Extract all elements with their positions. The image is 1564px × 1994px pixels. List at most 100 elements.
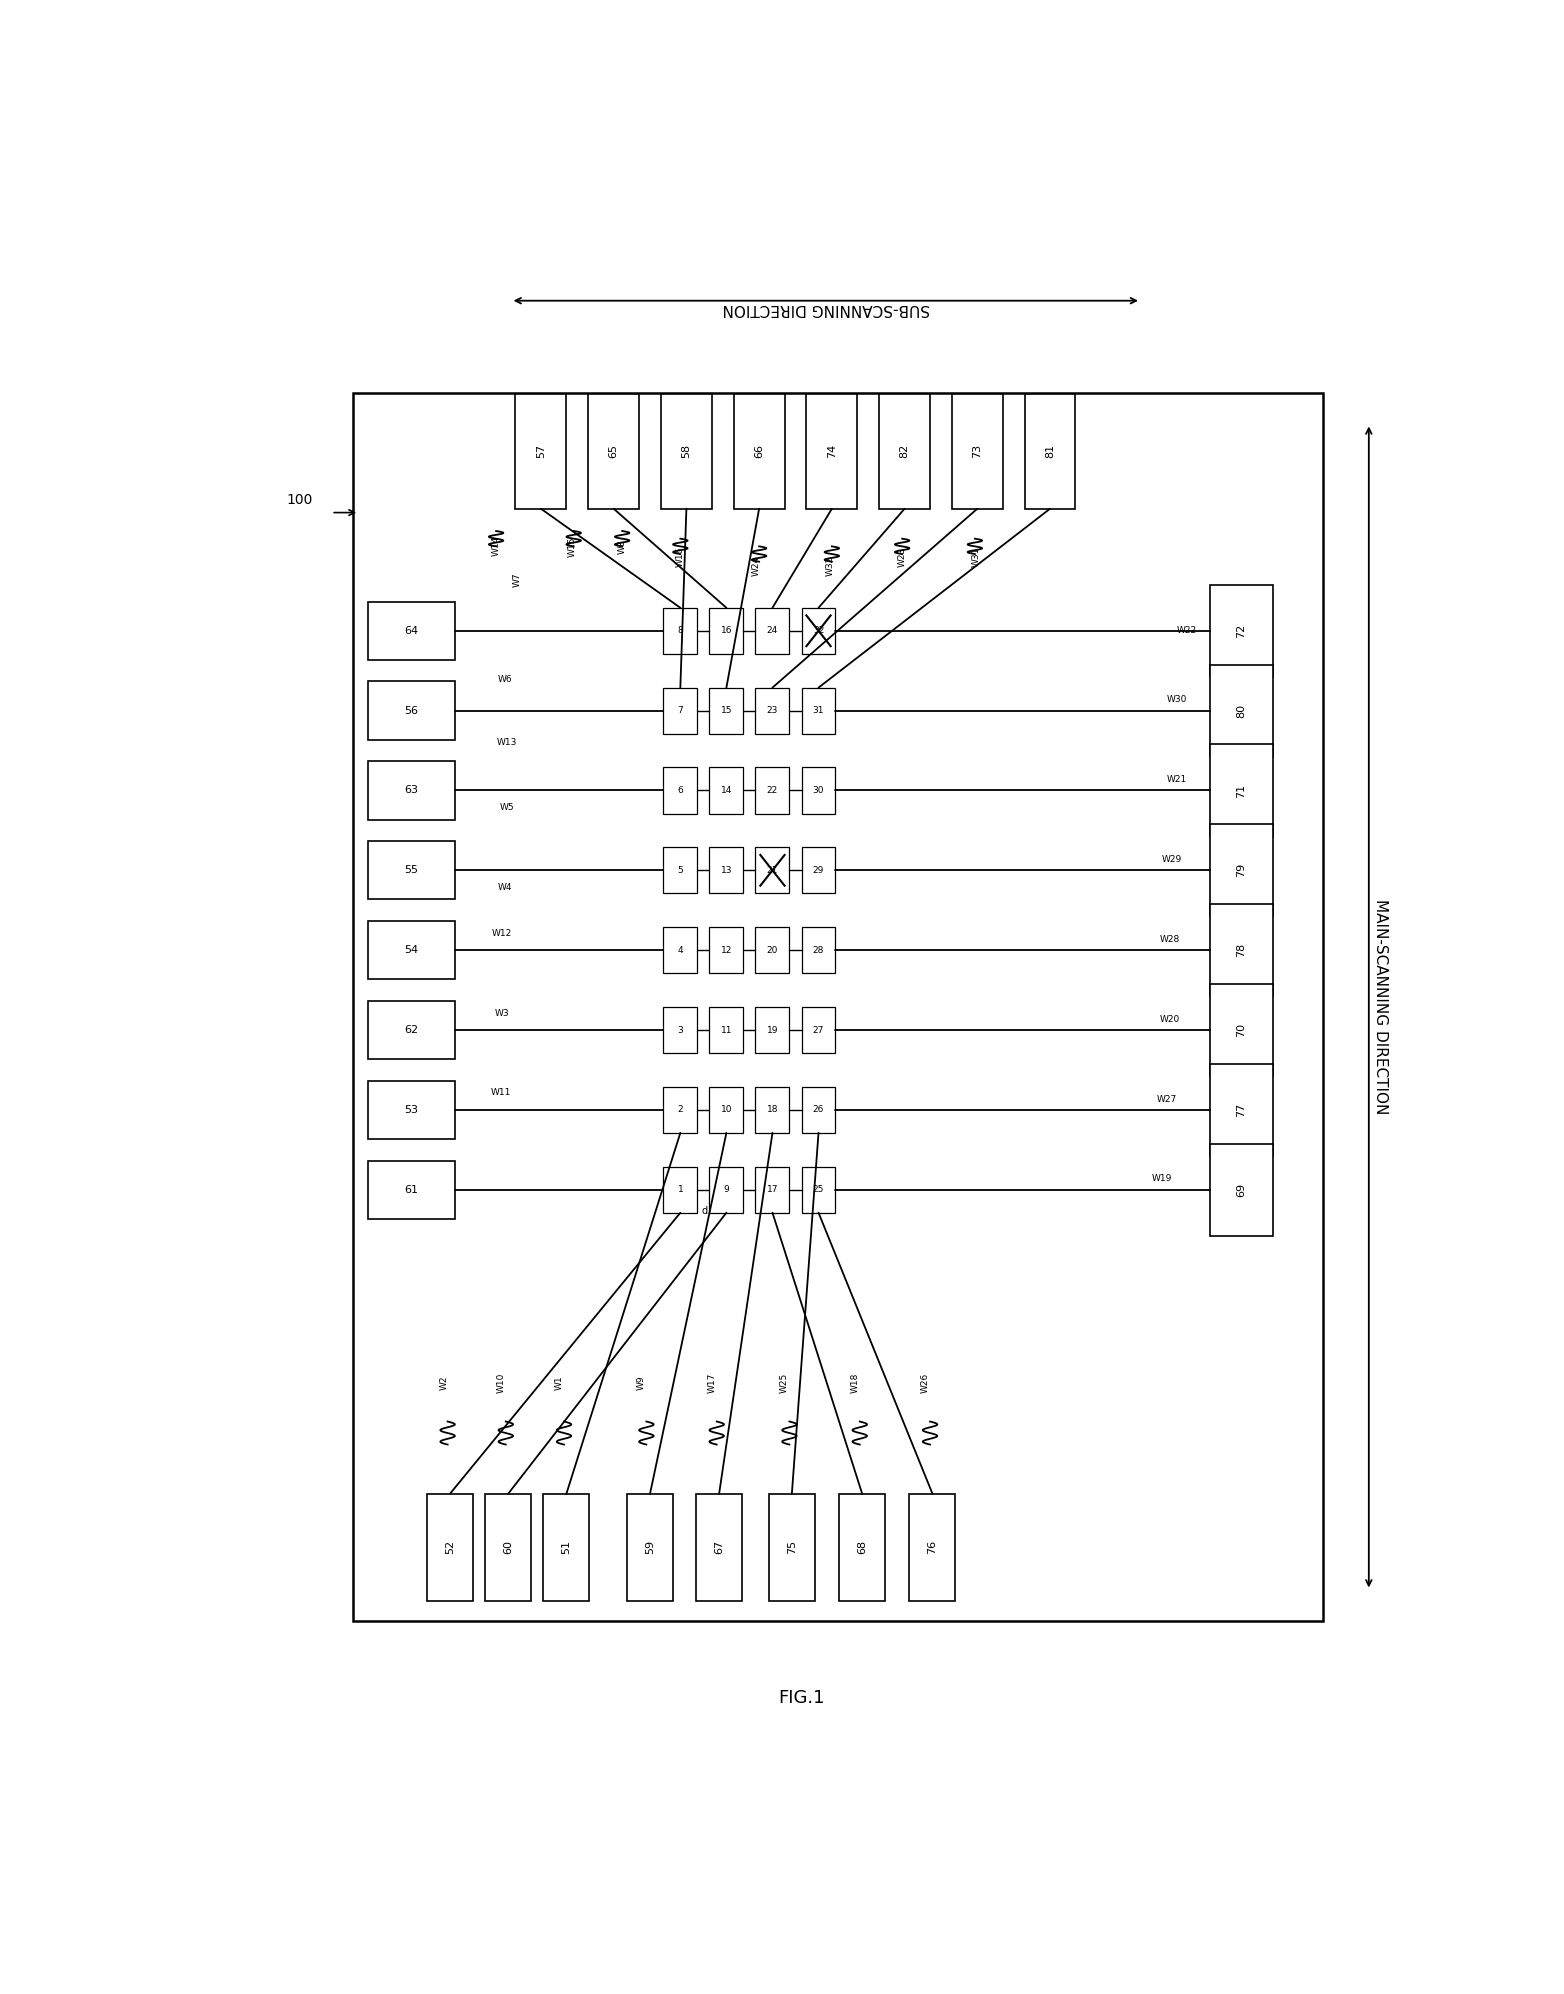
Text: d: d <box>702 1206 707 1216</box>
Text: 6: 6 <box>677 786 683 796</box>
Text: W29: W29 <box>1162 855 1182 863</box>
Text: 28: 28 <box>813 945 824 955</box>
Text: MAIN-SCANNING DIRECTION: MAIN-SCANNING DIRECTION <box>1373 899 1389 1115</box>
Text: 56: 56 <box>404 706 418 716</box>
Bar <box>663 608 698 654</box>
Text: 60: 60 <box>504 1541 513 1555</box>
Bar <box>802 847 835 893</box>
Bar <box>755 1087 790 1133</box>
Bar <box>769 1494 815 1601</box>
Text: W18: W18 <box>851 1374 859 1394</box>
Text: W3: W3 <box>494 1009 510 1017</box>
Text: 13: 13 <box>721 865 732 875</box>
Bar <box>1211 1063 1273 1157</box>
Text: 30: 30 <box>813 786 824 796</box>
Text: 82: 82 <box>899 445 910 459</box>
Text: 79: 79 <box>1237 863 1247 877</box>
Bar <box>662 393 712 508</box>
Bar <box>663 688 698 734</box>
Bar <box>755 1166 790 1212</box>
Bar <box>1211 664 1273 756</box>
Bar <box>755 927 790 973</box>
Text: W19: W19 <box>1153 1174 1173 1182</box>
Text: W4: W4 <box>497 883 511 891</box>
Bar <box>952 393 1003 508</box>
Bar <box>588 393 640 508</box>
Text: W7: W7 <box>511 572 521 588</box>
Bar <box>802 608 835 654</box>
Bar <box>802 768 835 814</box>
Bar <box>368 921 455 979</box>
Text: W23: W23 <box>898 546 907 566</box>
Bar <box>368 1001 455 1059</box>
Text: 12: 12 <box>721 945 732 955</box>
Bar <box>368 762 455 820</box>
Bar <box>663 1087 698 1133</box>
Text: 66: 66 <box>754 445 765 459</box>
Text: FIG.1: FIG.1 <box>779 1689 824 1707</box>
Text: 8: 8 <box>677 626 683 636</box>
Bar <box>696 1494 743 1601</box>
Text: 20: 20 <box>766 945 779 955</box>
Text: 19: 19 <box>766 1025 779 1035</box>
Bar <box>1211 744 1273 837</box>
Text: 51: 51 <box>561 1541 571 1555</box>
Bar <box>485 1494 532 1601</box>
Text: 67: 67 <box>715 1539 724 1555</box>
Text: 1: 1 <box>677 1184 683 1194</box>
Bar <box>663 927 698 973</box>
Bar <box>427 1494 472 1601</box>
Bar <box>1211 584 1273 676</box>
Bar <box>755 608 790 654</box>
Bar <box>1211 983 1273 1077</box>
Text: W8: W8 <box>618 538 627 554</box>
Text: 26: 26 <box>813 1105 824 1115</box>
Text: W21: W21 <box>1167 776 1187 784</box>
Bar <box>663 768 698 814</box>
Bar <box>663 1166 698 1212</box>
Bar <box>368 1161 455 1218</box>
Bar <box>879 393 931 508</box>
Text: 61: 61 <box>404 1184 418 1194</box>
Text: 58: 58 <box>682 445 691 459</box>
Bar <box>368 682 455 740</box>
Text: W6: W6 <box>497 676 511 684</box>
Text: 2: 2 <box>677 1105 683 1115</box>
Text: W1: W1 <box>555 1376 563 1390</box>
Text: W14: W14 <box>491 536 500 556</box>
Text: 27: 27 <box>813 1025 824 1035</box>
Text: 70: 70 <box>1237 1023 1247 1037</box>
Text: 31: 31 <box>813 706 824 716</box>
Text: 14: 14 <box>721 786 732 796</box>
Bar <box>710 688 743 734</box>
Text: 7: 7 <box>677 706 683 716</box>
Text: 69: 69 <box>1237 1182 1247 1196</box>
Text: W15: W15 <box>568 536 577 556</box>
Text: 59: 59 <box>644 1539 655 1555</box>
Text: 29: 29 <box>813 865 824 875</box>
Text: 17: 17 <box>766 1184 779 1194</box>
Text: 9: 9 <box>724 1184 729 1194</box>
Bar <box>710 1007 743 1053</box>
Bar <box>368 1081 455 1139</box>
Text: W17: W17 <box>707 1374 716 1394</box>
Text: SUB-SCANNING DIRECTION: SUB-SCANNING DIRECTION <box>723 301 929 315</box>
Text: W26: W26 <box>921 1374 929 1394</box>
Text: 65: 65 <box>608 445 619 459</box>
Bar <box>710 847 743 893</box>
Text: W28: W28 <box>1159 935 1179 943</box>
Text: 55: 55 <box>404 865 418 875</box>
Text: 68: 68 <box>857 1539 866 1555</box>
Text: 4: 4 <box>677 945 683 955</box>
Text: 5: 5 <box>677 865 683 875</box>
Bar <box>368 841 455 899</box>
Text: 76: 76 <box>927 1539 937 1555</box>
Text: 77: 77 <box>1237 1103 1247 1117</box>
Text: 73: 73 <box>973 445 982 459</box>
Text: 15: 15 <box>721 706 732 716</box>
Text: 53: 53 <box>404 1105 418 1115</box>
Text: W27: W27 <box>1157 1095 1178 1103</box>
Bar <box>710 608 743 654</box>
Bar <box>755 688 790 734</box>
Bar <box>710 1166 743 1212</box>
